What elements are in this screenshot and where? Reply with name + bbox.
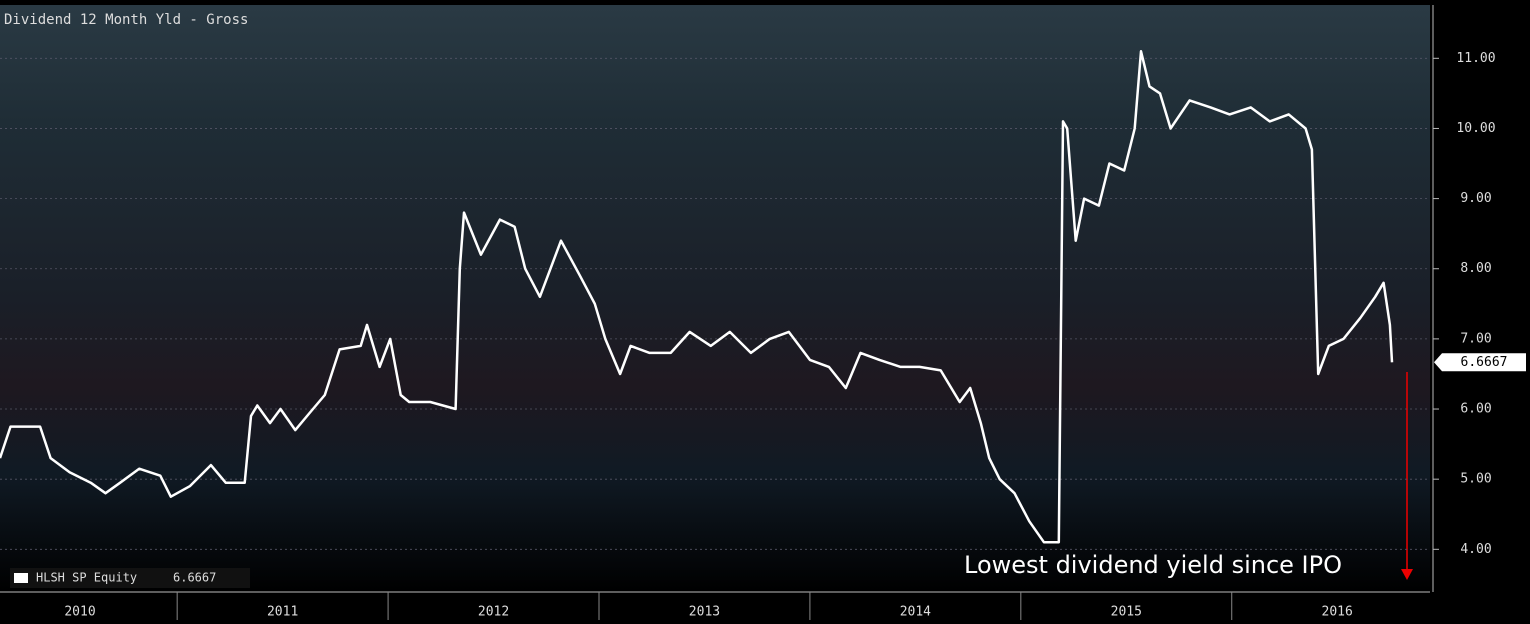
x-tick-label: 2016: [1322, 605, 1353, 620]
x-tick-label: 2012: [478, 605, 509, 620]
x-tick-label: 2010: [64, 605, 95, 620]
y-tick-label: 4.00: [1460, 542, 1491, 557]
chart-title: Dividend 12 Month Yld - Gross: [4, 12, 248, 28]
y-tick-label: 6.00: [1460, 402, 1491, 417]
legend-value: 6.6667: [173, 571, 216, 585]
last-value-tag: [1434, 353, 1526, 372]
last-value-label: 6.6667: [1461, 355, 1508, 370]
legend-box: [10, 568, 250, 588]
y-tick-label: 9.00: [1460, 191, 1491, 206]
x-tick-label: 2015: [1111, 605, 1142, 620]
plot-background: [0, 5, 1430, 592]
legend-swatch: [14, 573, 28, 583]
axis-background: [1430, 0, 1530, 624]
annotation: Lowest dividend yield since IPO: [964, 551, 1342, 579]
y-tick-label: 11.00: [1456, 51, 1495, 66]
y-tick-label: 10.00: [1456, 121, 1495, 136]
y-tick-label: 5.00: [1460, 472, 1491, 487]
y-tick-label: 7.00: [1460, 331, 1491, 346]
x-tick-label: 2011: [267, 605, 298, 620]
x-tick-label: 2013: [689, 605, 720, 620]
line-series: [0, 50, 1394, 544]
legend-label: HLSH SP Equity: [36, 571, 137, 585]
y-tick-label: 8.00: [1460, 261, 1491, 276]
x-tick-label: 2014: [900, 605, 931, 620]
x-axis-background: [0, 592, 1430, 624]
annotation-arrowhead: [1401, 569, 1413, 580]
